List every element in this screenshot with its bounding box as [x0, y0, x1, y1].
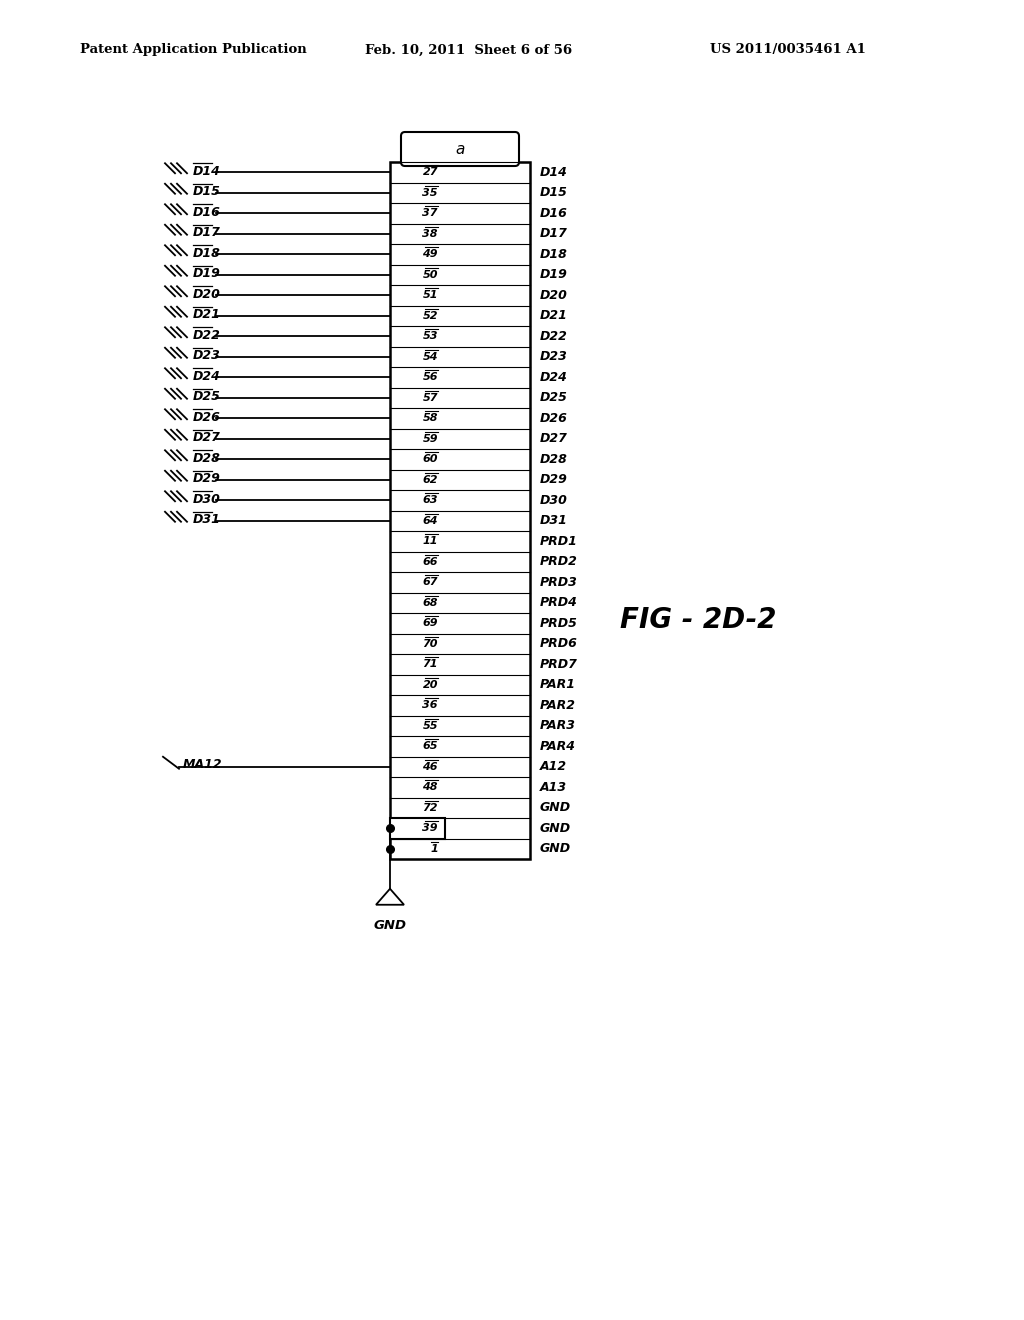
Text: D22: D22 — [540, 330, 568, 343]
Text: 1: 1 — [430, 843, 438, 854]
Text: D21: D21 — [540, 309, 568, 322]
Text: D20: D20 — [540, 289, 568, 302]
Text: D15: D15 — [193, 185, 221, 198]
Text: D18: D18 — [540, 248, 568, 261]
Text: Patent Application Publication: Patent Application Publication — [80, 44, 307, 57]
Text: D14: D14 — [193, 165, 221, 178]
Text: D22: D22 — [193, 329, 221, 342]
Text: 20: 20 — [423, 680, 438, 690]
Text: D27: D27 — [540, 432, 568, 445]
Text: 64: 64 — [423, 516, 438, 525]
Text: D30: D30 — [193, 492, 221, 506]
Text: PRD5: PRD5 — [540, 616, 578, 630]
Text: D25: D25 — [193, 391, 221, 403]
Text: D31: D31 — [193, 513, 221, 527]
Text: 37: 37 — [423, 209, 438, 218]
Text: 69: 69 — [423, 618, 438, 628]
Text: PRD1: PRD1 — [540, 535, 578, 548]
Text: 72: 72 — [423, 803, 438, 813]
Text: A12: A12 — [540, 760, 567, 774]
Text: D29: D29 — [193, 473, 221, 486]
Text: 57: 57 — [423, 393, 438, 403]
Text: GND: GND — [540, 842, 571, 855]
Text: PRD2: PRD2 — [540, 556, 578, 568]
Text: D14: D14 — [540, 166, 568, 178]
Text: 36: 36 — [423, 700, 438, 710]
Text: 68: 68 — [423, 598, 438, 607]
Text: D17: D17 — [540, 227, 568, 240]
Text: D17: D17 — [193, 226, 221, 239]
Text: D29: D29 — [540, 474, 568, 486]
Text: D19: D19 — [193, 267, 221, 280]
Text: GND: GND — [374, 919, 407, 932]
Text: D25: D25 — [540, 391, 568, 404]
Text: GND: GND — [540, 801, 571, 814]
Bar — [390, 162, 530, 859]
Text: D24: D24 — [193, 370, 221, 383]
Text: D28: D28 — [540, 453, 568, 466]
Text: 35: 35 — [423, 187, 438, 198]
Text: FIG - 2D-2: FIG - 2D-2 — [620, 606, 776, 634]
Text: 55: 55 — [423, 721, 438, 731]
Text: 53: 53 — [423, 331, 438, 342]
Text: D21: D21 — [193, 309, 221, 321]
Text: GND: GND — [540, 822, 571, 834]
Text: PAR1: PAR1 — [540, 678, 575, 692]
Text: 11: 11 — [423, 536, 438, 546]
Text: D28: D28 — [193, 451, 221, 465]
Text: US 2011/0035461 A1: US 2011/0035461 A1 — [710, 44, 866, 57]
Text: 66: 66 — [423, 557, 438, 566]
Text: Feb. 10, 2011  Sheet 6 of 56: Feb. 10, 2011 Sheet 6 of 56 — [365, 44, 572, 57]
Text: D31: D31 — [540, 515, 568, 527]
Text: PAR3: PAR3 — [540, 719, 575, 733]
FancyBboxPatch shape — [401, 132, 519, 166]
Text: 39: 39 — [423, 824, 438, 833]
Text: D24: D24 — [540, 371, 568, 384]
Text: 51: 51 — [423, 290, 438, 300]
Text: 52: 52 — [423, 310, 438, 321]
Text: D27: D27 — [193, 432, 221, 445]
Text: PRD4: PRD4 — [540, 597, 578, 610]
Text: PRD6: PRD6 — [540, 638, 578, 651]
Text: D20: D20 — [193, 288, 221, 301]
Text: D23: D23 — [193, 350, 221, 362]
Bar — [390, 818, 445, 838]
Text: 65: 65 — [423, 742, 438, 751]
Text: PAR2: PAR2 — [540, 698, 575, 711]
Text: 58: 58 — [423, 413, 438, 424]
Text: 56: 56 — [423, 372, 438, 383]
Text: D30: D30 — [540, 494, 568, 507]
Text: D18: D18 — [193, 247, 221, 260]
Text: 38: 38 — [423, 228, 438, 239]
Text: 62: 62 — [423, 475, 438, 484]
Text: D15: D15 — [540, 186, 568, 199]
Text: A13: A13 — [540, 780, 567, 793]
Text: 48: 48 — [423, 783, 438, 792]
Text: 27: 27 — [423, 168, 438, 177]
Text: 59: 59 — [423, 434, 438, 444]
Text: PRD7: PRD7 — [540, 657, 578, 671]
Text: 49: 49 — [423, 249, 438, 259]
Text: D26: D26 — [193, 411, 221, 424]
Text: 70: 70 — [423, 639, 438, 648]
Text: 67: 67 — [423, 577, 438, 587]
Text: PAR4: PAR4 — [540, 739, 575, 752]
Text: D26: D26 — [540, 412, 568, 425]
Text: PRD3: PRD3 — [540, 576, 578, 589]
Text: D23: D23 — [540, 350, 568, 363]
Text: 63: 63 — [423, 495, 438, 506]
Text: 46: 46 — [423, 762, 438, 772]
Text: a: a — [456, 141, 465, 157]
Text: D19: D19 — [540, 268, 568, 281]
Text: MA12: MA12 — [183, 758, 222, 771]
Text: D16: D16 — [540, 207, 568, 219]
Text: 60: 60 — [423, 454, 438, 465]
Text: 50: 50 — [423, 269, 438, 280]
Text: D16: D16 — [193, 206, 221, 219]
Text: 71: 71 — [423, 659, 438, 669]
Text: 54: 54 — [423, 351, 438, 362]
